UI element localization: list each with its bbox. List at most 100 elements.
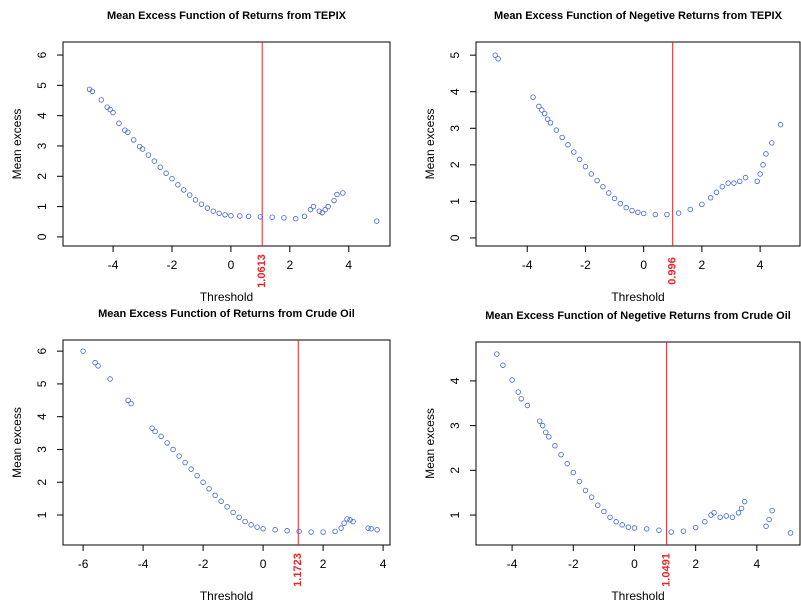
x-axis-label: Threshold <box>200 290 253 304</box>
point <box>128 400 134 407</box>
point <box>766 516 772 523</box>
point <box>518 396 524 402</box>
y-tick-label: 4 <box>448 88 462 95</box>
point <box>735 510 742 516</box>
x-tick-label: 4 <box>757 258 764 272</box>
point <box>542 110 548 117</box>
y-tick-label: 5 <box>448 52 462 59</box>
x-axis-label: Threshold <box>611 290 664 304</box>
point <box>374 527 380 533</box>
point <box>536 103 542 110</box>
point <box>182 459 188 466</box>
x-tick-label: -2 <box>167 258 178 272</box>
chart-title: Mean Excess Function of Returns from TEP… <box>107 10 347 22</box>
threshold-label: 1.0613 <box>256 254 268 288</box>
x-tick-label: -4 <box>138 557 149 571</box>
point <box>539 422 546 429</box>
point <box>652 211 659 218</box>
y-tick-label: 2 <box>448 161 462 168</box>
point <box>629 207 635 214</box>
point <box>543 429 549 436</box>
y-tick-label: 1 <box>448 198 462 205</box>
y-tick-label: 4 <box>448 377 462 384</box>
x-tick-label: 0 <box>640 258 647 272</box>
point <box>644 526 650 532</box>
point <box>711 510 717 516</box>
y-axis-label: Mean excess <box>423 408 437 479</box>
point <box>200 479 206 485</box>
point <box>623 204 629 211</box>
point <box>157 164 163 170</box>
x-tick-label: 4 <box>754 557 761 571</box>
point <box>606 190 612 196</box>
point <box>186 192 193 198</box>
point <box>80 348 86 354</box>
point <box>595 502 601 508</box>
point <box>539 107 545 113</box>
point <box>729 514 736 520</box>
y-tick-label: 4 <box>35 413 49 420</box>
y-tick-label: 1 <box>35 511 49 518</box>
point <box>272 527 278 533</box>
point <box>248 522 254 528</box>
point <box>194 472 200 479</box>
point <box>600 184 606 190</box>
x-axis-label: Threshold <box>611 589 664 602</box>
point <box>640 210 647 217</box>
point <box>625 524 632 530</box>
point <box>607 514 613 520</box>
point <box>530 94 536 100</box>
y-tick-label: 5 <box>35 82 49 89</box>
point <box>536 418 543 424</box>
point <box>725 180 731 186</box>
plot-box <box>475 41 801 247</box>
point <box>495 56 501 62</box>
point <box>717 514 723 520</box>
point <box>320 529 326 535</box>
point <box>582 163 589 170</box>
point <box>110 109 116 116</box>
point <box>368 526 374 532</box>
y-tick-label: 6 <box>35 347 49 354</box>
point <box>176 453 182 459</box>
point <box>242 518 248 525</box>
x-tick-label: 0 <box>260 557 267 571</box>
chart-title: Mean Excess Function of Negetive Returns… <box>494 10 783 22</box>
point <box>656 527 662 533</box>
y-axis-label: Mean excess <box>423 109 437 180</box>
point <box>552 443 558 449</box>
point <box>107 376 113 382</box>
point <box>107 106 113 113</box>
point <box>494 351 500 357</box>
point <box>237 213 243 219</box>
point <box>546 434 552 440</box>
point <box>284 528 290 534</box>
y-tick-label: 3 <box>35 142 49 149</box>
point <box>619 522 625 528</box>
point <box>524 402 531 409</box>
x-tick-label: -2 <box>568 557 579 571</box>
point <box>163 170 169 176</box>
point <box>559 134 565 141</box>
point <box>738 505 745 512</box>
x-tick-label: 2 <box>286 258 293 272</box>
point <box>181 187 187 193</box>
point <box>692 524 699 531</box>
threshold-label: 1.0491 <box>660 553 672 587</box>
point <box>188 466 194 472</box>
point <box>310 203 317 210</box>
point <box>319 209 325 216</box>
point <box>341 520 347 526</box>
threshold-label: 0.996 <box>667 257 679 285</box>
point <box>547 120 554 126</box>
y-tick-label: 5 <box>35 380 49 387</box>
point <box>374 218 380 224</box>
y-tick-label: 3 <box>35 446 49 453</box>
point <box>204 205 211 211</box>
point <box>210 208 216 214</box>
point <box>236 514 242 521</box>
point <box>218 498 224 504</box>
point <box>198 201 205 207</box>
x-tick-label: -4 <box>507 557 518 571</box>
y-tick-label: 0 <box>448 234 462 241</box>
